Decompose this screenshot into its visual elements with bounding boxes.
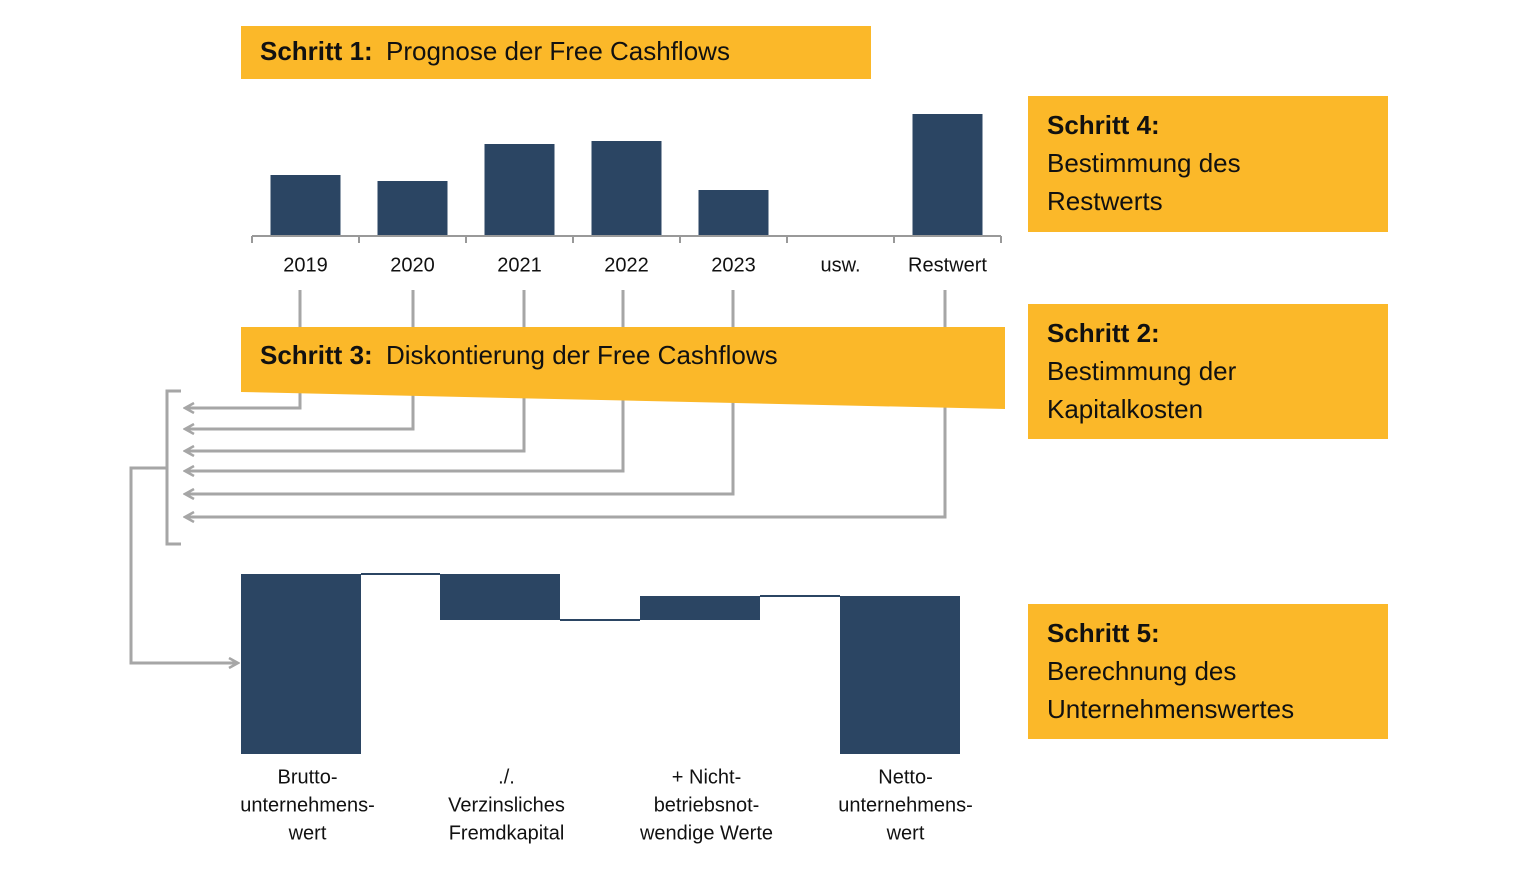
bar: [484, 144, 555, 235]
x-label: ./.: [498, 766, 515, 788]
x-tick-label: 2022: [604, 254, 649, 276]
flow-arrow: [129, 466, 238, 663]
bar: [440, 574, 560, 620]
step-box: [1028, 304, 1388, 439]
x-label: wert: [288, 822, 327, 844]
step-box: [1028, 96, 1388, 232]
x-tick-label: Restwert: [908, 254, 987, 276]
step-box: [241, 327, 1005, 409]
step-text: Unternehmenswertes: [1047, 694, 1294, 724]
x-tick-label: 2019: [283, 254, 328, 276]
x-label: unternehmens-: [240, 794, 375, 816]
step-box: [241, 26, 871, 79]
x-label: unternehmens-: [838, 794, 973, 816]
x-label: wendige Werte: [639, 822, 773, 844]
bar: [270, 175, 341, 235]
x-label: Netto-: [878, 766, 932, 788]
bar: [698, 190, 769, 235]
step-title: Schritt 4:: [1047, 110, 1160, 140]
step-box: [1028, 604, 1388, 739]
x-label: Fremdkapital: [449, 822, 565, 844]
bar: [591, 141, 662, 235]
bar: [640, 596, 760, 620]
bar: [241, 574, 361, 754]
step-text: Diskontierung der Free Cashflows: [386, 340, 778, 370]
bar: [840, 596, 960, 754]
step-text: Bestimmung des: [1047, 148, 1241, 178]
bracket: [152, 389, 181, 546]
step-text: Kapitalkosten: [1047, 394, 1203, 424]
step-text: Restwerts: [1047, 186, 1163, 216]
step-text: Bestimmung der: [1047, 356, 1237, 386]
step-title: Schritt 2:: [1047, 318, 1160, 348]
step-title: Schritt 1:: [260, 36, 373, 66]
step-text: Berechnung des: [1047, 656, 1236, 686]
x-tick-label: 2023: [711, 254, 756, 276]
x-tick-label: usw.: [820, 254, 860, 276]
x-label: Brutto-: [277, 766, 337, 788]
step-title: Schritt 3:: [260, 340, 373, 370]
bar: [912, 114, 983, 235]
step-title: Schritt 5:: [1047, 618, 1160, 648]
step-text: Prognose der Free Cashflows: [386, 36, 730, 66]
x-label: betriebsnot-: [654, 794, 760, 816]
x-label: + Nicht-: [672, 766, 741, 788]
x-label: Verzinsliches: [448, 794, 565, 816]
x-tick-label: 2020: [390, 254, 435, 276]
x-tick-label: 2021: [497, 254, 542, 276]
bar: [377, 181, 448, 235]
x-label: wert: [886, 822, 925, 844]
